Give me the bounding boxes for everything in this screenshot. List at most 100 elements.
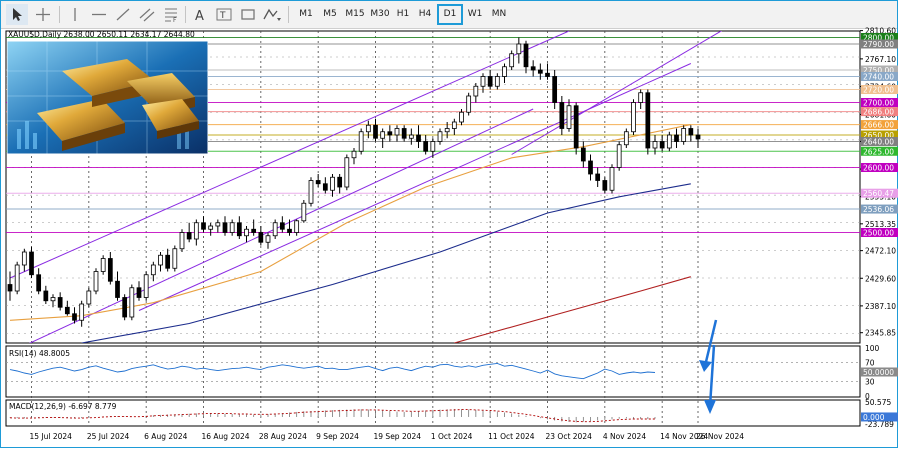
candle-body: [566, 105, 572, 129]
tf-w1[interactable]: W1: [467, 9, 483, 19]
svg-text:A: A: [195, 9, 204, 23]
candle-body: [516, 43, 522, 55]
candle-body: [43, 290, 49, 302]
tf-h4[interactable]: H4: [418, 9, 432, 19]
rsi-tick-label: 30: [865, 378, 875, 387]
price-tick-label: 2429.60: [865, 274, 896, 283]
text-label-icon[interactable]: T: [213, 4, 235, 25]
candle-body: [530, 66, 536, 71]
candle-body: [107, 258, 113, 282]
candle-body: [480, 76, 486, 87]
candle-body: [122, 297, 128, 318]
candle-body: [143, 274, 149, 298]
rsi-panel: RSI(14) 48.8005 100 70 30 0 50.0000: [6, 344, 898, 401]
date-label: 28 Aug 2024: [259, 432, 307, 441]
macd-frame: [5, 399, 861, 427]
rectangle-icon[interactable]: [237, 4, 259, 25]
rsi-label: RSI(14) 48.8005: [9, 349, 70, 358]
fibonacci-icon[interactable]: F: [160, 4, 182, 25]
date-label: 16 Aug 2024: [202, 432, 250, 441]
price-tag-label: 2536.06: [863, 205, 894, 214]
date-label: 9 Sep 2024: [316, 432, 359, 441]
candle-body: [559, 102, 565, 129]
price-tag-label: 2800.00: [863, 34, 894, 43]
shapes-menu-icon[interactable]: [259, 4, 283, 25]
cursor-icon[interactable]: [6, 4, 28, 25]
candle-body: [201, 222, 206, 230]
macd-tick-label: 50.575: [865, 398, 891, 407]
horizontal-line-icon[interactable]: [88, 4, 110, 25]
tf-m30[interactable]: M30: [370, 9, 390, 19]
tf-d1[interactable]: D1: [437, 4, 463, 25]
moving-averages: [9, 124, 691, 343]
tf-h1[interactable]: H1: [396, 9, 410, 19]
price-tag-label: 2666.00: [863, 121, 894, 130]
candle-body: [308, 180, 314, 204]
tf-mn[interactable]: MN: [491, 9, 507, 19]
candle-body: [616, 144, 622, 168]
candle-body: [179, 232, 185, 250]
candle-body: [115, 280, 120, 298]
candle-body: [588, 160, 593, 175]
candle-body: [652, 141, 658, 149]
candle-body: [659, 141, 665, 149]
crosshair-icon[interactable]: [32, 4, 54, 25]
macd-panel: MACD(12,26,9) -6.697 8.779 50.575 0.000-23…: [9, 398, 898, 429]
candle-body: [401, 128, 407, 139]
price-tag: [861, 130, 898, 140]
candle-body: [158, 254, 163, 266]
tf-m5[interactable]: M5: [323, 9, 337, 19]
date-label: 23 Oct 2024: [546, 432, 593, 441]
vertical-line-icon[interactable]: [64, 4, 86, 25]
date-label: 11 Oct 2024: [488, 432, 535, 441]
candle-body: [473, 85, 479, 97]
candle-body: [408, 134, 414, 139]
candle-body: [688, 128, 694, 136]
candle-body: [7, 284, 13, 292]
candle-body: [222, 222, 228, 233]
candle-body: [21, 251, 27, 266]
date-label: 6 Aug 2024: [144, 432, 187, 441]
candle-body: [645, 92, 651, 149]
candle-body: [523, 43, 529, 68]
candle-body: [487, 76, 493, 87]
price-tag: [861, 98, 898, 107]
price-tick-label: 2472.10: [865, 247, 896, 256]
candle-body: [215, 222, 221, 227]
candle-body: [573, 105, 579, 149]
moving-average-line: [454, 276, 691, 343]
tf-m15[interactable]: M15: [345, 9, 365, 19]
candle-body: [93, 271, 99, 292]
tf-m1[interactable]: M1: [299, 9, 313, 19]
candle-body: [265, 235, 271, 243]
candle-body: [365, 124, 371, 133]
rsi-tick-label: 70: [865, 358, 875, 367]
channel-icon[interactable]: [136, 4, 158, 25]
price-tag: [861, 228, 898, 237]
date-axis: 15 Jul 2024 25 Jul 2024 6 Aug 2024 16 Aug 2…: [30, 432, 745, 441]
candle-body: [64, 306, 70, 315]
price-tag: [861, 146, 898, 156]
candle-body: [358, 131, 364, 152]
price-tag: [861, 137, 898, 146]
channel-line: [9, 31, 570, 279]
candle-body: [394, 128, 400, 136]
price-tick-label: 2513.35: [865, 220, 896, 229]
price-tick-label: 2387.10: [865, 302, 896, 311]
candle-body: [322, 183, 328, 191]
candle-body: [236, 222, 242, 237]
price-tag: [861, 65, 898, 75]
trendline-icon[interactable]: [112, 4, 134, 25]
candle-body: [502, 66, 507, 77]
candle-body: [272, 222, 278, 237]
price-tag-label: 2625.00: [863, 147, 894, 156]
text-icon[interactable]: A: [189, 4, 211, 25]
candle-body: [695, 134, 701, 140]
candle-body: [444, 128, 450, 133]
arrow-macd-shaft: [708, 344, 716, 407]
channel-lines: [9, 31, 723, 343]
date-label: 14 Nov 2024: [660, 432, 708, 441]
